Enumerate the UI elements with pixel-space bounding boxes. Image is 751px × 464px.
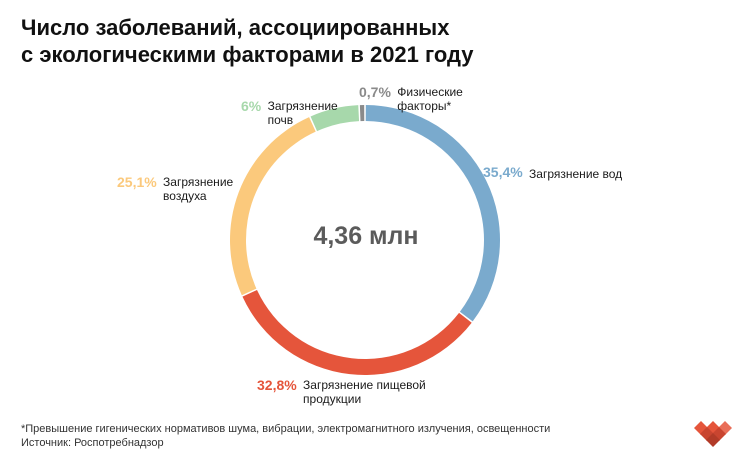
label-food-text-line-1: Загрязнение пищевой: [303, 378, 426, 392]
label-food-pct: 32,8%: [257, 377, 297, 393]
donut-slice-4: [359, 105, 365, 122]
brand-logo-icon: [694, 421, 732, 447]
label-air-text-line-1: Загрязнение: [163, 175, 234, 189]
source-note: Источник: Роспотребнадзор: [21, 437, 164, 449]
center-total: 4,36 млн: [313, 222, 419, 250]
label-soil-text-line-2: почв: [267, 113, 294, 127]
label-water: 35,4% Загрязнение вод: [483, 165, 622, 181]
chart-title-line-2: с экологическими факторами в 2021 году: [21, 42, 474, 67]
donut-slice-3: [310, 105, 360, 132]
label-food: 32,8% Загрязнение пищевой продукции: [257, 378, 426, 406]
footnote-block: *Превышение гигенических нормативов шума…: [21, 422, 550, 450]
label-air: 25,1% Загрязнение воздуха: [117, 175, 233, 203]
label-water-text: Загрязнение вод: [529, 167, 623, 181]
label-soil-text-line-1: Загрязнение: [267, 99, 338, 113]
donut-slice-2: [230, 117, 316, 296]
label-soil: 6% Загрязнение почв: [241, 99, 338, 127]
label-soil-pct: 6%: [241, 98, 262, 114]
label-physical-text-line-2: факторы*: [397, 99, 452, 113]
label-physical: 0,7% Физические факторы*: [359, 85, 463, 113]
donut-slice-0: [365, 105, 500, 322]
chart-title: Число заболеваний, ассоциированных с эко…: [21, 14, 581, 68]
footnote: *Превышение гигенических нормативов шума…: [21, 423, 551, 435]
label-air-pct: 25,1%: [117, 174, 157, 190]
label-air-text-line-2: воздуха: [163, 189, 207, 203]
label-water-pct: 35,4%: [483, 164, 523, 180]
donut-slice-1: [242, 289, 472, 375]
label-physical-text-line-1: Физические: [397, 85, 463, 99]
label-food-text-line-2: продукции: [303, 392, 362, 406]
chart-title-line-1: Число заболеваний, ассоциированных: [21, 15, 450, 40]
label-physical-pct: 0,7%: [359, 84, 391, 100]
